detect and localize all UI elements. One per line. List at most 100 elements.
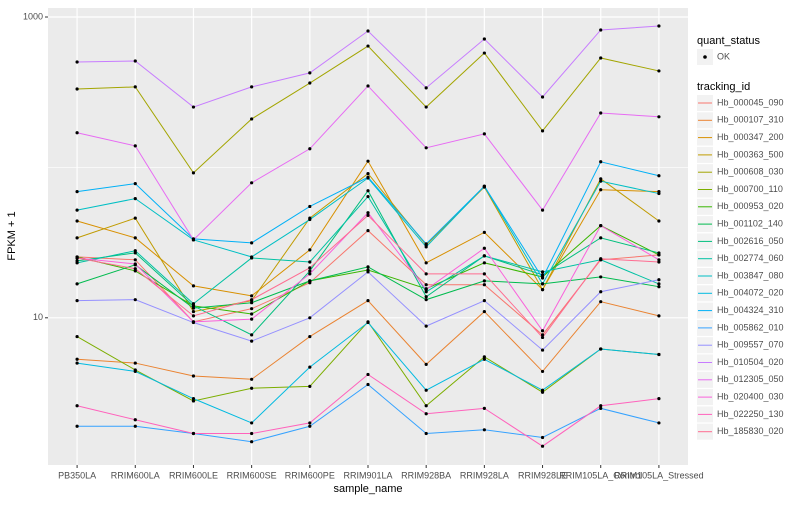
data-point xyxy=(133,59,137,63)
x-axis-title: sample_name xyxy=(333,483,402,495)
data-point xyxy=(366,189,370,193)
x-tick-label: RRIM105LA_Control xyxy=(559,470,642,480)
data-point xyxy=(133,182,137,186)
legend-title: tracking_id xyxy=(697,81,750,93)
data-point xyxy=(599,177,603,181)
data-point xyxy=(657,314,661,318)
data-point xyxy=(540,270,545,274)
data-point xyxy=(540,282,545,286)
data-point xyxy=(482,309,486,314)
data-point xyxy=(366,175,370,179)
data-point xyxy=(540,208,545,212)
data-point xyxy=(191,105,196,109)
data-point xyxy=(308,272,312,276)
data-point xyxy=(133,269,137,273)
data-point xyxy=(366,229,370,233)
data-point xyxy=(308,365,312,369)
data-point xyxy=(424,388,428,392)
data-point xyxy=(308,334,312,339)
data-point xyxy=(250,377,254,381)
y-axis-title: FPKM + 1 xyxy=(6,211,18,260)
data-point xyxy=(599,224,603,228)
legend-label: Hb_000363_500 xyxy=(717,149,784,159)
data-point xyxy=(657,251,661,255)
legend-title: quant_status xyxy=(697,35,760,47)
data-point xyxy=(308,260,312,264)
x-tick-label: RRIM901LA xyxy=(343,470,392,480)
data-point xyxy=(191,314,196,318)
data-point xyxy=(540,276,545,280)
data-point xyxy=(599,188,603,192)
data-point xyxy=(657,421,661,425)
data-point xyxy=(133,216,137,220)
data-point xyxy=(657,278,661,282)
data-point xyxy=(599,111,603,115)
data-point xyxy=(308,421,312,425)
data-point xyxy=(250,241,254,245)
data-point xyxy=(424,261,428,265)
data-point xyxy=(599,300,603,304)
data-point xyxy=(657,115,661,119)
data-point xyxy=(482,272,486,276)
data-point xyxy=(75,361,79,365)
data-point xyxy=(133,267,137,271)
data-point xyxy=(599,160,603,164)
data-point xyxy=(366,270,370,274)
data-point xyxy=(366,29,370,33)
data-point xyxy=(424,298,428,302)
legend-symbol xyxy=(703,55,707,59)
data-point xyxy=(133,85,137,89)
data-point xyxy=(540,129,545,133)
data-point xyxy=(133,262,137,266)
data-point xyxy=(482,51,486,55)
legend-label: Hb_000700_110 xyxy=(717,184,783,194)
legend-label: Hb_012305_050 xyxy=(717,374,784,384)
x-tick-label: RRIM600SE xyxy=(227,470,277,480)
data-point xyxy=(424,86,428,90)
data-point xyxy=(75,190,79,194)
data-point xyxy=(133,418,137,422)
legend-label: Hb_000107_310 xyxy=(717,115,784,125)
data-point xyxy=(540,329,545,333)
data-point xyxy=(599,179,603,183)
y-tick-label: 1000 xyxy=(23,11,43,21)
data-point xyxy=(540,273,545,277)
data-point xyxy=(250,294,254,298)
data-point xyxy=(75,131,79,135)
data-point xyxy=(250,431,254,436)
data-point xyxy=(540,369,545,374)
data-point xyxy=(75,208,79,212)
legend-label: Hb_002774_060 xyxy=(717,253,784,263)
data-point xyxy=(657,260,661,264)
data-point xyxy=(657,352,661,357)
data-point xyxy=(540,333,545,337)
data-point xyxy=(308,279,312,283)
data-point xyxy=(657,24,661,28)
data-point xyxy=(250,117,254,121)
data-point xyxy=(133,424,137,428)
data-point xyxy=(308,384,312,388)
data-point xyxy=(424,431,428,436)
legend-label: Hb_000608_030 xyxy=(717,167,784,177)
legend-label: Hb_010504_020 xyxy=(717,357,784,367)
data-point xyxy=(250,298,254,302)
data-point xyxy=(424,146,428,150)
data-point xyxy=(191,284,196,288)
data-point xyxy=(482,428,486,432)
data-point xyxy=(308,424,312,428)
x-tick-label: RRIM928LE xyxy=(518,470,567,480)
data-point xyxy=(75,60,79,64)
data-point xyxy=(250,440,254,444)
x-tick-label: PB350LA xyxy=(58,470,96,480)
data-point xyxy=(308,266,312,270)
data-point xyxy=(424,283,428,287)
data-point xyxy=(133,361,137,365)
data-point xyxy=(191,374,196,378)
data-point xyxy=(540,95,545,99)
data-point xyxy=(250,255,254,259)
data-point xyxy=(482,283,486,287)
data-point xyxy=(191,320,196,324)
data-point xyxy=(250,386,254,390)
data-point xyxy=(308,248,312,252)
